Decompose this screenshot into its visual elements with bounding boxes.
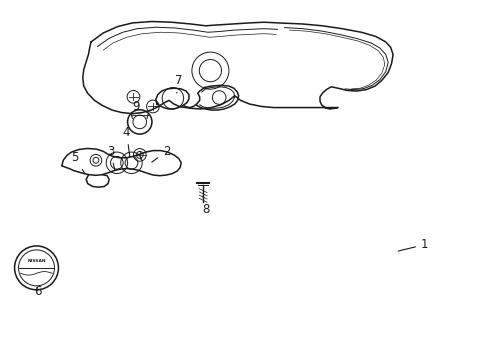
Text: 7: 7 xyxy=(175,74,182,93)
Text: 6: 6 xyxy=(34,285,41,298)
Text: 3: 3 xyxy=(107,145,115,170)
Text: NISSAN: NISSAN xyxy=(27,259,46,263)
Text: 5: 5 xyxy=(71,151,84,174)
Text: 1: 1 xyxy=(397,238,427,251)
Text: 8: 8 xyxy=(202,196,209,216)
Text: 4: 4 xyxy=(122,126,130,156)
Text: 2: 2 xyxy=(151,145,170,162)
Text: 9: 9 xyxy=(132,100,140,113)
